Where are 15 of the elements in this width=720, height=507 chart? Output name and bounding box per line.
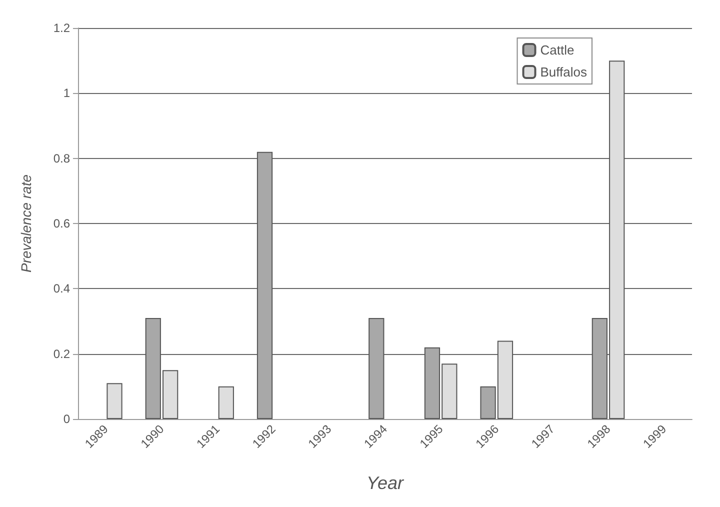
legend-label: Buffalos [540, 64, 588, 80]
y-tick-label: 0.2 [53, 346, 70, 361]
x-axis-title: Year [366, 473, 405, 493]
y-tick-label: 0 [63, 412, 70, 426]
bar [106, 383, 122, 419]
y-tick-label: 1.2 [53, 21, 70, 35]
y-tick-label: 0.6 [53, 216, 70, 230]
legend-label: Cattle [540, 42, 574, 58]
bar [218, 386, 234, 419]
y-tick-label: 0.4 [53, 282, 70, 296]
y-tick-label: 1 [63, 86, 70, 100]
bar [368, 318, 384, 419]
y-axis-title: Prevalence rate [18, 174, 34, 273]
bar [256, 152, 273, 419]
y-tick-label: 0.8 [53, 151, 70, 166]
